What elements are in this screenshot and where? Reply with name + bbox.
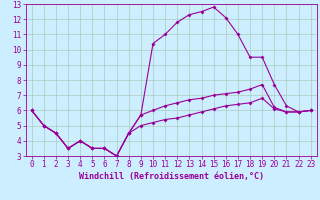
X-axis label: Windchill (Refroidissement éolien,°C): Windchill (Refroidissement éolien,°C): [79, 172, 264, 181]
